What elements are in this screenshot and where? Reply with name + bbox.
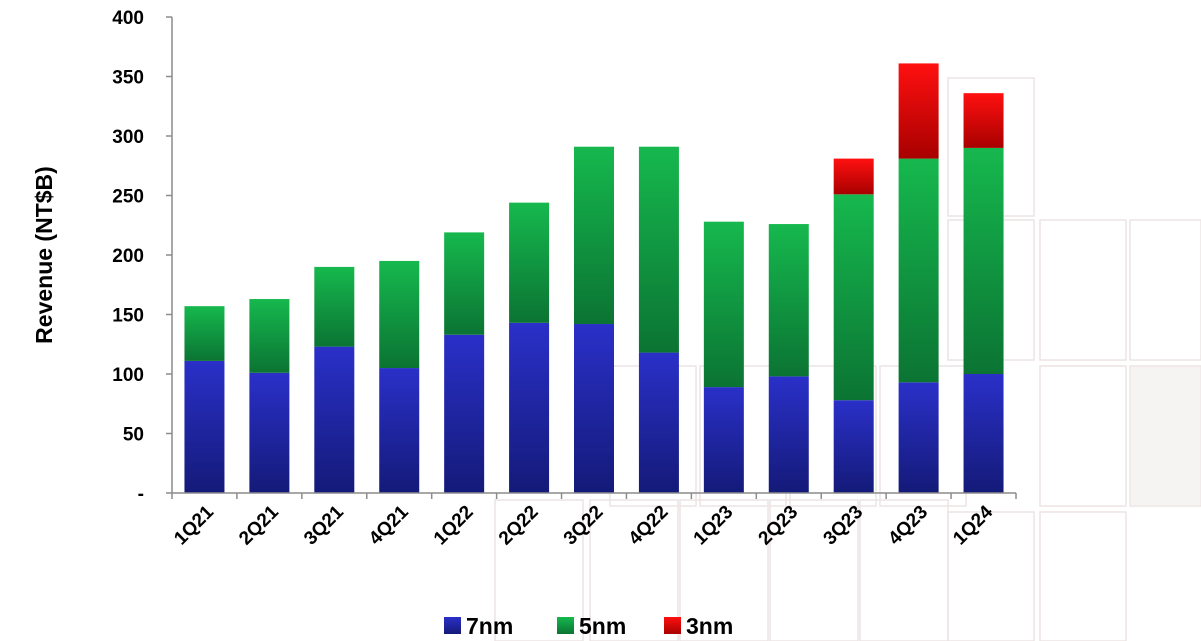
bar-3nm-1Q24	[964, 93, 1004, 148]
bar-5nm-2Q22	[509, 203, 549, 323]
bar-7nm-4Q23	[899, 382, 939, 493]
bar-3nm-3Q23	[834, 159, 874, 195]
legend-label-7nm: 7nm	[466, 613, 513, 639]
bar-7nm-1Q24	[964, 374, 1004, 493]
background-tile	[1040, 512, 1126, 641]
bar-7nm-1Q21	[184, 361, 224, 493]
x-tick-label: 2Q21	[235, 501, 283, 549]
y-tick-label: 100	[112, 365, 144, 386]
bar-7nm-2Q21	[249, 373, 289, 493]
legend-label-5nm: 5nm	[579, 613, 626, 639]
bar-7nm-3Q22	[574, 324, 614, 493]
x-tick-label: 1Q22	[430, 502, 478, 550]
y-tick-label: 300	[112, 127, 144, 148]
bar-3nm-4Q23	[899, 63, 939, 158]
bar-5nm-3Q21	[314, 267, 354, 347]
y-tick-labels: - 50 100 150 200 250 300 350 400	[112, 8, 144, 505]
bar-5nm-2Q21	[249, 299, 289, 373]
x-tick-label: 4Q21	[365, 501, 413, 549]
bar-5nm-3Q22	[574, 147, 614, 324]
bar-5nm-3Q23	[834, 194, 874, 400]
legend: 7nm 5nm 3nm	[444, 613, 733, 639]
x-tick-label: 2Q22	[495, 502, 543, 550]
bar-7nm-2Q22	[509, 323, 549, 493]
bar-5nm-4Q23	[899, 159, 939, 383]
bar-5nm-1Q23	[704, 222, 744, 387]
bar-7nm-1Q22	[444, 335, 484, 493]
bar-5nm-4Q22	[639, 147, 679, 353]
legend-label-3nm: 3nm	[686, 613, 733, 639]
y-tick-label: 50	[123, 425, 144, 446]
y-axis-title: Revenue (NT$B)	[31, 166, 57, 344]
x-tick-label: 4Q22	[625, 502, 673, 550]
bar-7nm-2Q23	[769, 376, 809, 493]
legend-swatch-7nm	[444, 617, 461, 634]
bar-5nm-4Q21	[379, 261, 419, 368]
background-tile	[1131, 367, 1200, 505]
bar-5nm-1Q24	[964, 148, 1004, 374]
y-tick-label: 250	[112, 187, 144, 208]
background-tile	[1130, 220, 1201, 360]
x-tick-label: 2Q23	[755, 502, 803, 550]
bar-7nm-1Q23	[704, 387, 744, 493]
bar-7nm-3Q23	[834, 400, 874, 493]
y-tick-label: 200	[112, 246, 144, 267]
y-tick-label: 150	[112, 306, 144, 327]
x-tick-labels: 1Q21 2Q21 3Q21 4Q21 1Q22 2Q22 3Q22 4Q22 1Q23 2Q23…	[170, 501, 997, 549]
bar-7nm-4Q22	[639, 353, 679, 493]
bar-5nm-2Q23	[769, 224, 809, 376]
background-tile	[1040, 366, 1126, 506]
bar-5nm-1Q21	[184, 306, 224, 361]
x-tick-label: 3Q21	[300, 501, 348, 549]
x-tick-label: 1Q24	[949, 501, 997, 549]
y-tick-label: 400	[112, 8, 144, 29]
x-tick-label: 4Q23	[884, 502, 932, 550]
background-tile	[1040, 220, 1126, 360]
y-tick-label: 350	[112, 68, 144, 89]
legend-swatch-5nm	[557, 617, 574, 634]
y-tick-label: -	[138, 484, 144, 505]
bar-5nm-1Q22	[444, 232, 484, 334]
bar-7nm-3Q21	[314, 347, 354, 493]
x-tick-label: 1Q21	[170, 501, 218, 549]
x-tick-label: 1Q23	[690, 502, 738, 550]
bar-7nm-4Q21	[379, 368, 419, 493]
legend-swatch-3nm	[664, 617, 681, 634]
